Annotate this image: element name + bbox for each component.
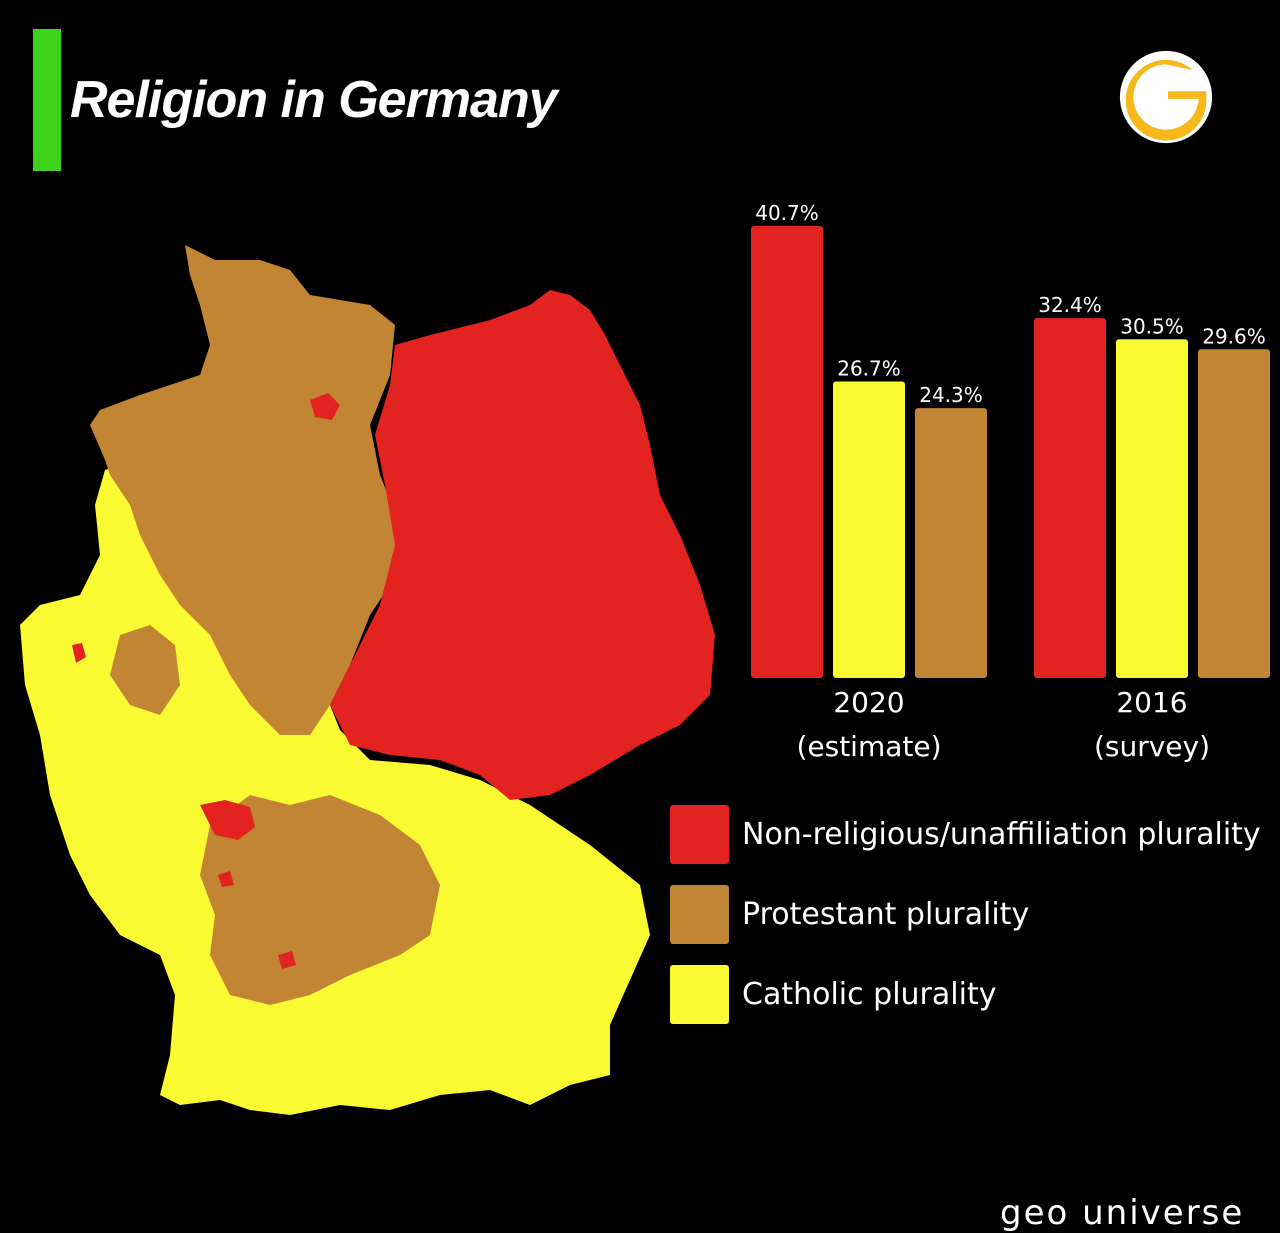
- footer-brand: geo universe: [1000, 1193, 1245, 1233]
- bar-label-2020-non-religious: 40.7%: [755, 201, 819, 225]
- title-accent-bar: [33, 29, 61, 171]
- legend-swatch-non-religious: [670, 805, 729, 864]
- legend-swatch-catholic: [670, 965, 729, 1024]
- bar-2020-catholic: [833, 381, 905, 678]
- map-region-protestant-west: [110, 625, 180, 715]
- bar-label-2020-catholic: 26.7%: [837, 356, 901, 380]
- group-label-2016-note: (survey): [1094, 730, 1210, 763]
- group-label-2020-note: (estimate): [796, 730, 941, 763]
- map-region-catholic: [20, 457, 650, 1115]
- legend-item-protestant: Protestant plurality: [670, 885, 1270, 945]
- bar-label-2020-protestant: 24.3%: [919, 383, 983, 407]
- map-city-cologne: [72, 643, 86, 663]
- bar-2020-protestant: [915, 408, 987, 678]
- legend-item-non-religious: Non-religious/unaffiliation plurality: [670, 805, 1270, 865]
- legend-swatch-protestant: [670, 885, 729, 944]
- map-region-protestant-south: [200, 795, 440, 1005]
- group-labels: 2020 (estimate) 2016 (survey): [796, 686, 1210, 763]
- legend-item-catholic: Catholic plurality: [670, 965, 1270, 1025]
- map-city-hamburg: [310, 393, 340, 420]
- bar-label-2016-catholic: 30.5%: [1120, 314, 1184, 338]
- bar-2016-protestant: [1198, 349, 1270, 678]
- bar-2016-catholic: [1116, 339, 1188, 678]
- legend-label-protestant: Protestant plurality: [742, 897, 1030, 932]
- map-region-protestant: [90, 245, 400, 735]
- bar-series-group: [751, 226, 1270, 678]
- bar-label-2016-protestant: 29.6%: [1202, 324, 1266, 348]
- germany-religion-map: [20, 245, 715, 1115]
- bar-label-2016-non-religious: 32.4%: [1038, 293, 1102, 317]
- legend-label-non-religious: Non-religious/unaffiliation plurality: [742, 817, 1261, 852]
- bar-2016-non-religious: [1034, 318, 1106, 678]
- map-city-mannheim: [218, 871, 234, 887]
- legend-label-catholic: Catholic plurality: [742, 977, 997, 1012]
- g-logo-icon: [1119, 50, 1213, 144]
- bar-2020-non-religious: [751, 226, 823, 678]
- map-region-non-religious: [330, 290, 715, 800]
- group-label-2016-year: 2016: [1116, 686, 1187, 719]
- map-city-frankfurt: [200, 800, 255, 840]
- bar-value-labels: 40.7% 26.7% 24.3% 32.4% 30.5% 29.6%: [755, 201, 1266, 407]
- bar-chart: 40.7% 26.7% 24.3% 32.4% 30.5% 29.6% 2020 (esti…: [751, 201, 1270, 763]
- group-label-2020-year: 2020: [833, 686, 904, 719]
- map-city-stuttgart: [278, 951, 296, 969]
- page-title: Religion in Germany: [70, 71, 558, 129]
